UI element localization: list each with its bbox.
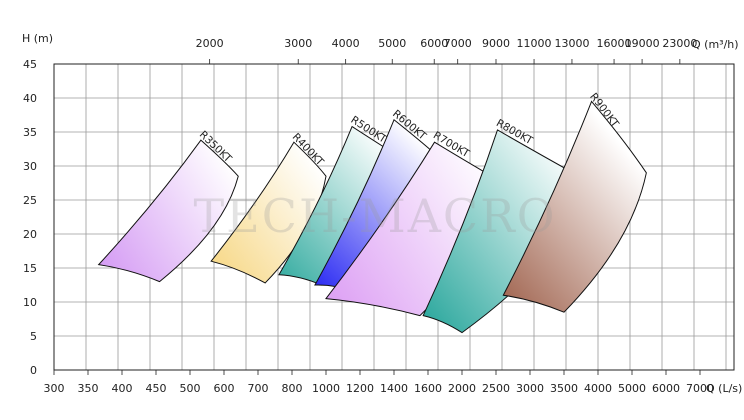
x-bottom-tick-label: 500 (180, 382, 201, 395)
plot-frame (53, 63, 735, 371)
x-bottom-tick-label: 1000 (312, 382, 340, 395)
x-top-tick-label: 7000 (444, 37, 472, 50)
x-top-axis-label: Q (m³/h) (692, 38, 739, 51)
x-top-tick-label: 13000 (554, 37, 589, 50)
watermark: TECH-MACRO (194, 189, 557, 243)
y-tick-label: 30 (23, 160, 37, 173)
y-tick-label: 25 (23, 194, 37, 207)
y-tick-label: 20 (23, 228, 37, 241)
x-bottom-tick-label: 5000 (618, 382, 646, 395)
x-bottom-tick-label: 3000 (516, 382, 544, 395)
x-top-tick-label: 19000 (625, 37, 660, 50)
x-bottom-tick-label: 1600 (414, 382, 442, 395)
x-top-tick-label: 4000 (332, 37, 360, 50)
y-tick-labels: 0 5 10 15 20 25 30 35 40 45 (23, 58, 37, 377)
x-top-tick-label: 6000 (420, 37, 448, 50)
y-tick-label: 45 (23, 58, 37, 71)
x-bottom-tick-label: 3500 (550, 382, 578, 395)
y-tick-label: 0 (30, 364, 37, 377)
x-bottom-tick-label: 1200 (346, 382, 374, 395)
x-top-tick-label: 16000 (597, 37, 632, 50)
y-axis-label: H (m) (22, 32, 53, 45)
y-tick-label: 15 (23, 262, 37, 275)
x-bottom-tick-label: 1400 (380, 382, 408, 395)
x-bottom-axis-label: Q (L/s) (706, 382, 742, 395)
region-r350kt (97, 139, 239, 283)
y-tick-label: 10 (23, 296, 37, 309)
x-bottom-tick-label: 350 (78, 382, 99, 395)
x-bottom-tick-label: 6000 (652, 382, 680, 395)
y-tick-label: 40 (23, 92, 37, 105)
y-tick-label: 5 (30, 330, 37, 343)
region-r400kt (210, 141, 327, 284)
y-tick-label: 35 (23, 126, 37, 139)
x-top-tick-label: 2000 (196, 37, 224, 50)
x-bottom-tick-label: 4000 (584, 382, 612, 395)
x-bottom-tick-label: 7000 (686, 382, 714, 395)
x-top-tick-label: 23000 (662, 37, 697, 50)
x-bottom-tick-label: 300 (44, 382, 65, 395)
x-bottom-tick-label: 700 (248, 382, 269, 395)
region-r900kt (502, 100, 647, 313)
x-top-tick-label: 11000 (517, 37, 552, 50)
x-bottom-tick-label: 800 (282, 382, 303, 395)
x-top-tick-label: 5000 (378, 37, 406, 50)
x-bottom-tick-label: 2500 (482, 382, 510, 395)
x-bottom-tick-label: 600 (214, 382, 235, 395)
x-top-tick-label: 3000 (284, 37, 312, 50)
x-bottom-tick-labels: 300 350 400 450 500 600 700 800 1000 1200 1400 1600… (44, 370, 714, 395)
x-bottom-tick-label: 400 (112, 382, 133, 395)
x-bottom-tick-label: 2000 (448, 382, 476, 395)
x-bottom-tick-label: 450 (146, 382, 167, 395)
x-top-tick-label: 9000 (482, 37, 510, 50)
